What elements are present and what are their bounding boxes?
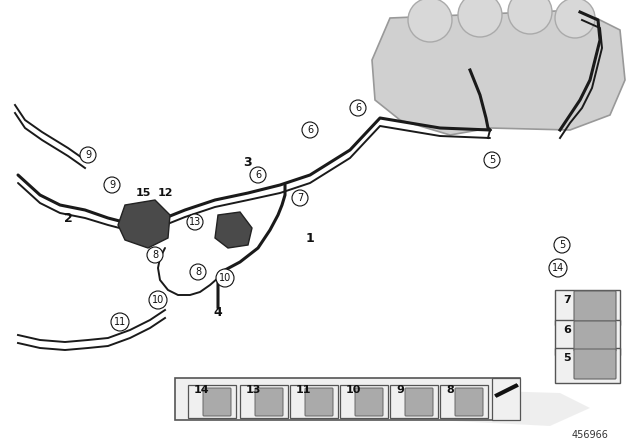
Circle shape xyxy=(302,122,318,138)
FancyBboxPatch shape xyxy=(355,388,383,416)
FancyBboxPatch shape xyxy=(574,291,616,321)
Circle shape xyxy=(484,152,500,168)
FancyBboxPatch shape xyxy=(390,385,438,418)
FancyBboxPatch shape xyxy=(492,378,520,420)
FancyBboxPatch shape xyxy=(175,378,520,420)
Circle shape xyxy=(111,313,129,331)
Text: 14: 14 xyxy=(552,263,564,273)
FancyBboxPatch shape xyxy=(555,290,620,325)
Text: 7: 7 xyxy=(563,295,571,305)
Text: 5: 5 xyxy=(559,240,565,250)
Polygon shape xyxy=(118,200,170,248)
Circle shape xyxy=(350,100,366,116)
Text: 5: 5 xyxy=(563,353,571,363)
Text: 8: 8 xyxy=(195,267,201,277)
Text: 12: 12 xyxy=(157,188,173,198)
Text: 13: 13 xyxy=(246,385,261,395)
FancyBboxPatch shape xyxy=(574,349,616,379)
Text: 9: 9 xyxy=(109,180,115,190)
Text: 8: 8 xyxy=(446,385,454,395)
Text: 6: 6 xyxy=(307,125,313,135)
Text: 6: 6 xyxy=(563,325,571,335)
FancyBboxPatch shape xyxy=(290,385,338,418)
Circle shape xyxy=(458,0,502,37)
Text: 456966: 456966 xyxy=(572,430,609,440)
Text: 9: 9 xyxy=(396,385,404,395)
Circle shape xyxy=(187,214,203,230)
Polygon shape xyxy=(385,388,590,426)
Polygon shape xyxy=(215,212,252,248)
Circle shape xyxy=(554,237,570,253)
FancyBboxPatch shape xyxy=(574,321,616,351)
Text: 1: 1 xyxy=(306,232,314,245)
FancyBboxPatch shape xyxy=(555,320,620,355)
FancyBboxPatch shape xyxy=(405,388,433,416)
Circle shape xyxy=(555,0,595,38)
Circle shape xyxy=(190,264,206,280)
Text: 9: 9 xyxy=(85,150,91,160)
Circle shape xyxy=(147,247,163,263)
FancyBboxPatch shape xyxy=(240,385,288,418)
Circle shape xyxy=(549,259,567,277)
Text: 3: 3 xyxy=(244,155,252,168)
Text: 6: 6 xyxy=(255,170,261,180)
FancyBboxPatch shape xyxy=(255,388,283,416)
Text: 13: 13 xyxy=(189,217,201,227)
Circle shape xyxy=(216,269,234,287)
Circle shape xyxy=(250,167,266,183)
Circle shape xyxy=(104,177,120,193)
FancyBboxPatch shape xyxy=(203,388,231,416)
Circle shape xyxy=(508,0,552,34)
Text: 10: 10 xyxy=(152,295,164,305)
FancyBboxPatch shape xyxy=(188,385,236,418)
Text: 5: 5 xyxy=(489,155,495,165)
FancyBboxPatch shape xyxy=(340,385,388,418)
Circle shape xyxy=(149,291,167,309)
FancyBboxPatch shape xyxy=(555,348,620,383)
Circle shape xyxy=(408,0,452,42)
Text: 8: 8 xyxy=(152,250,158,260)
FancyBboxPatch shape xyxy=(305,388,333,416)
Text: 14: 14 xyxy=(194,385,210,395)
Text: 11: 11 xyxy=(296,385,312,395)
Text: 4: 4 xyxy=(214,306,222,319)
Text: 2: 2 xyxy=(63,211,72,224)
FancyBboxPatch shape xyxy=(440,385,488,418)
Text: 7: 7 xyxy=(297,193,303,203)
Text: 10: 10 xyxy=(219,273,231,283)
Text: 10: 10 xyxy=(346,385,362,395)
Polygon shape xyxy=(372,10,625,135)
FancyBboxPatch shape xyxy=(455,388,483,416)
Circle shape xyxy=(80,147,96,163)
Text: 15: 15 xyxy=(135,188,150,198)
Text: 6: 6 xyxy=(355,103,361,113)
Circle shape xyxy=(292,190,308,206)
Text: 11: 11 xyxy=(114,317,126,327)
